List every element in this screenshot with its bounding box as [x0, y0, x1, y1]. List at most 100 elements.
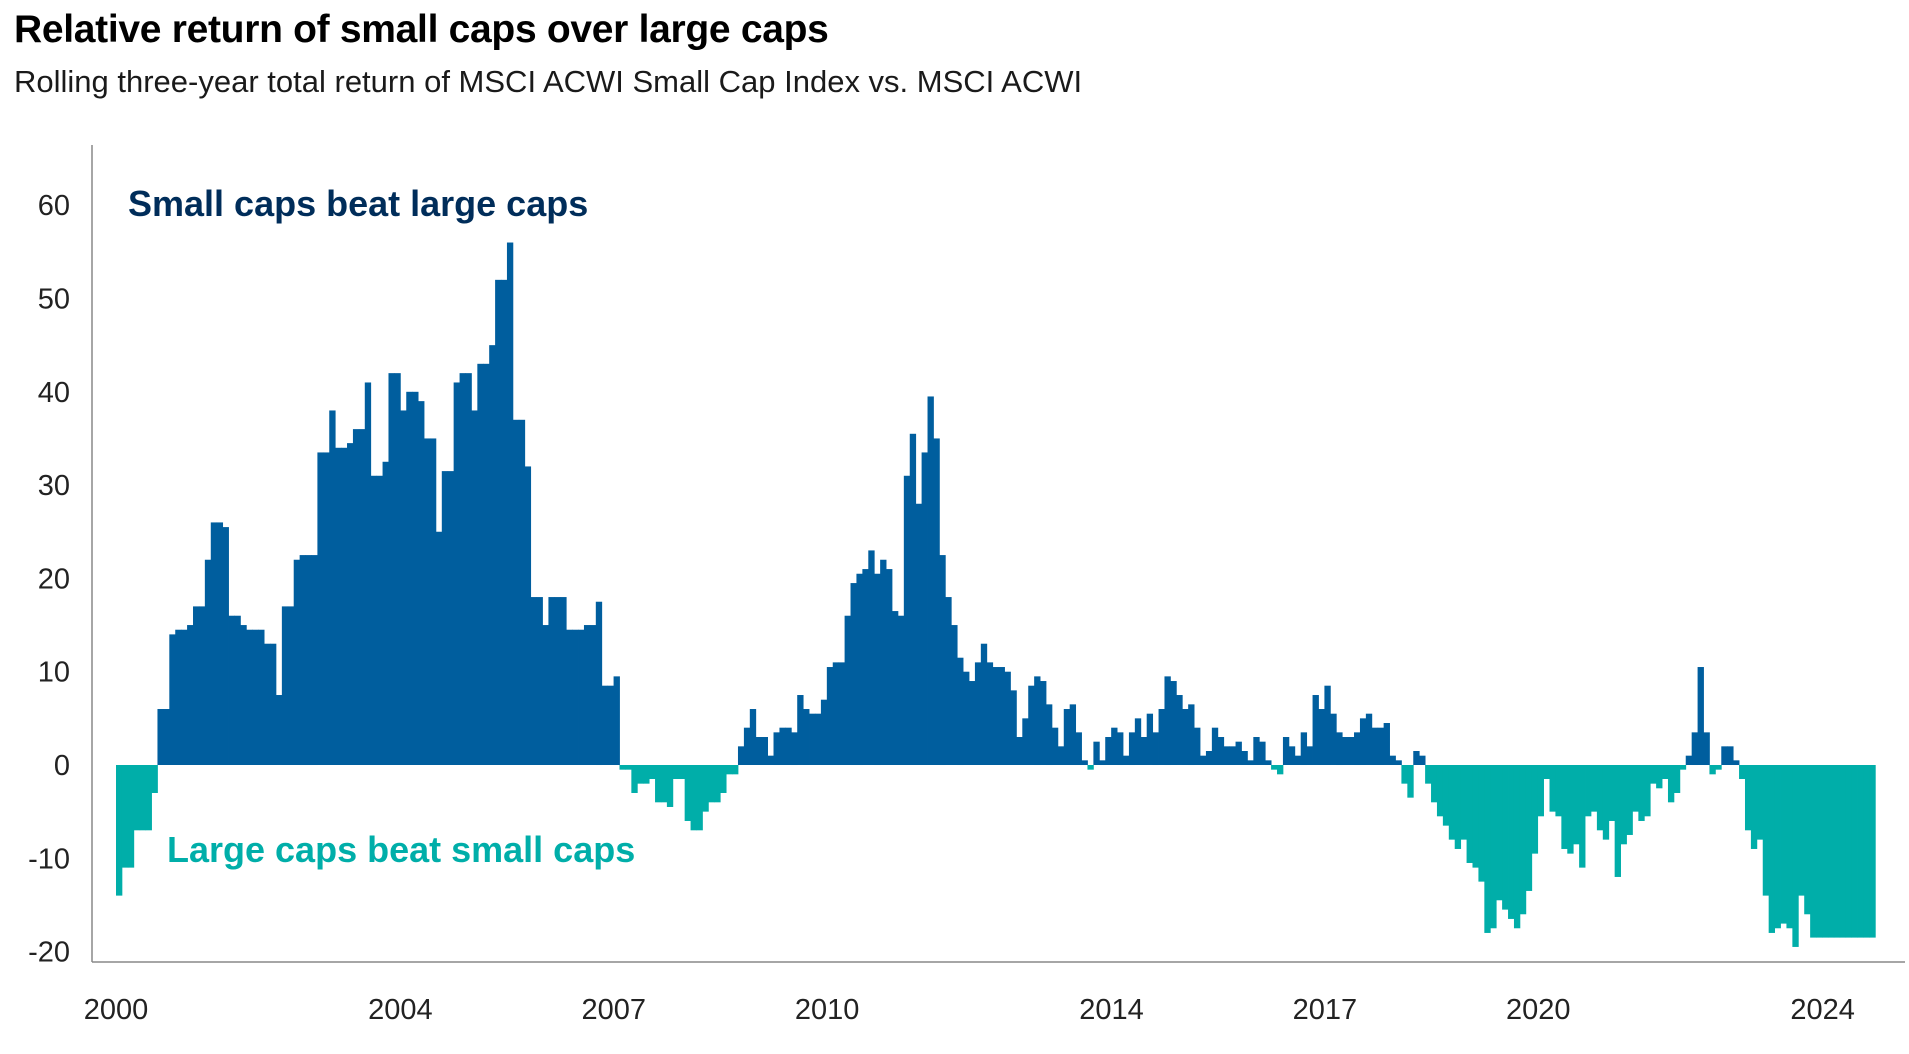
bar [755, 737, 763, 765]
bar [1715, 765, 1722, 770]
bar [1146, 713, 1154, 765]
bar [1105, 737, 1112, 765]
bar [1004, 671, 1011, 765]
bar [139, 765, 147, 831]
bar [163, 709, 170, 765]
bar [1667, 765, 1675, 803]
bar [1040, 681, 1047, 765]
chart-title: Relative return of small caps over large… [14, 8, 829, 51]
bar [927, 396, 934, 765]
bar [1768, 765, 1775, 933]
bar [1602, 765, 1610, 840]
bar [1389, 755, 1396, 765]
bar [483, 363, 490, 765]
bar [1851, 765, 1858, 938]
bar [696, 765, 703, 831]
bar [797, 695, 804, 765]
bar [1205, 751, 1213, 765]
bar [619, 765, 626, 770]
bar [862, 569, 869, 765]
bar [1869, 765, 1876, 938]
bar [388, 373, 395, 765]
bar [1425, 765, 1432, 784]
bar [287, 606, 295, 765]
bar [678, 765, 686, 779]
bar [530, 597, 537, 765]
bar [1336, 732, 1343, 766]
bar [1519, 765, 1527, 915]
bar [370, 475, 378, 765]
x-tick-label: 2014 [1079, 994, 1144, 1026]
bar [1845, 765, 1853, 938]
bar [1123, 755, 1130, 765]
x-tick-label: 2024 [1790, 994, 1855, 1026]
bar [1573, 765, 1580, 845]
bar [412, 391, 419, 765]
bar [512, 419, 520, 765]
bar [1188, 704, 1195, 766]
bar [939, 555, 946, 766]
bar [1016, 737, 1023, 765]
bar [554, 597, 561, 765]
bar [1537, 765, 1544, 817]
bar [305, 555, 312, 766]
bar [1436, 765, 1444, 817]
bar [394, 373, 401, 765]
bar [957, 657, 964, 766]
bar [145, 765, 152, 831]
bar [364, 382, 372, 765]
bar [1638, 765, 1645, 821]
bar [1407, 765, 1414, 798]
bar [264, 643, 271, 765]
bar [1650, 765, 1657, 784]
bar [548, 597, 555, 765]
bar [198, 606, 206, 765]
bar [1833, 765, 1841, 938]
bar [1176, 695, 1183, 765]
bar [459, 373, 466, 765]
x-tick-label: 2004 [368, 994, 433, 1026]
bar [945, 597, 952, 765]
bar [187, 625, 194, 765]
bar [441, 471, 449, 765]
bar [1010, 690, 1017, 765]
bar [1152, 732, 1159, 766]
bar [270, 643, 277, 765]
bar [850, 583, 857, 766]
x-tick-label: 2007 [582, 994, 647, 1026]
bar [347, 443, 354, 765]
bar [1496, 765, 1503, 901]
bar [791, 732, 798, 766]
bar [1567, 765, 1574, 854]
bar [1395, 760, 1402, 766]
bar [489, 345, 496, 765]
bar [1596, 765, 1604, 831]
bar [1727, 746, 1734, 765]
bar [424, 438, 431, 765]
bar [589, 625, 597, 765]
y-tick-label: 0 [54, 750, 70, 782]
bar [951, 625, 958, 765]
bar [631, 765, 638, 793]
bar [1401, 765, 1408, 784]
bar [708, 765, 715, 803]
bar [181, 629, 188, 765]
bar [832, 662, 840, 765]
bar [1330, 713, 1337, 765]
bar [281, 606, 289, 765]
bar [1490, 765, 1497, 929]
bar [803, 709, 810, 765]
bar [222, 527, 229, 765]
bar [1022, 718, 1029, 765]
bar [1721, 746, 1728, 765]
bar [1300, 732, 1308, 766]
bar [1282, 737, 1290, 765]
bar [974, 662, 982, 765]
bar [637, 765, 644, 784]
bar [1508, 765, 1515, 919]
bar [1590, 765, 1598, 812]
bar [1502, 765, 1509, 910]
bar [838, 662, 845, 765]
bar [1140, 737, 1148, 765]
bar [625, 765, 632, 770]
